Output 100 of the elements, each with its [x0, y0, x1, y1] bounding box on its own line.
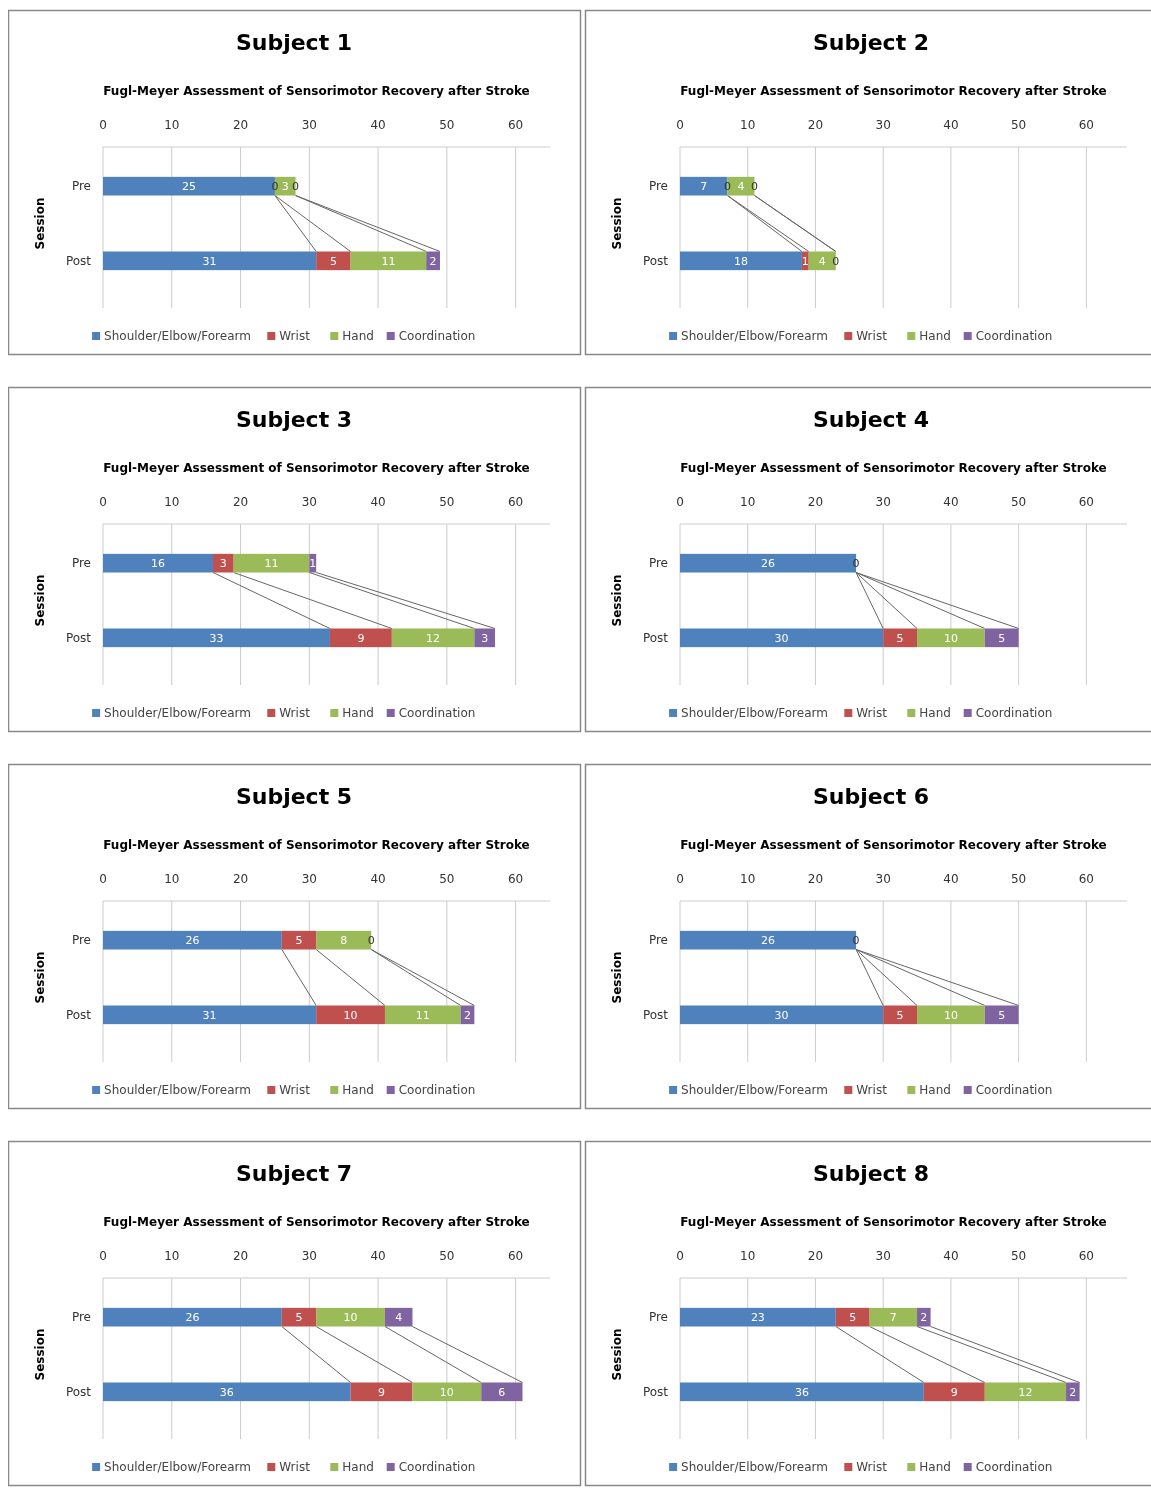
x-tick-label: 50 [1011, 872, 1027, 886]
x-tick-label: 30 [875, 1249, 891, 1263]
chart-title: Subject 5 [235, 784, 353, 809]
legend-label: Hand [919, 1083, 951, 1098]
y-tick-label: Post [642, 254, 669, 269]
x-tick-label: 20 [232, 1249, 249, 1263]
data-label: 25 [181, 180, 196, 194]
x-tick-label: 40 [943, 1249, 959, 1263]
bar [103, 553, 214, 573]
bar [984, 1382, 1067, 1402]
chart-subtitle: Fugl-Meyer Assessment of Sensorimotor Recovery after Stroke [103, 1215, 530, 1229]
data-label: 16 [151, 557, 166, 571]
x-tick-label: 30 [875, 495, 891, 509]
x-tick-label: 60 [1078, 495, 1094, 509]
x-tick-label: 50 [1011, 1249, 1027, 1263]
data-label: 12 [1018, 1385, 1033, 1399]
data-label: 5 [295, 1311, 303, 1325]
x-tick-label: 10 [740, 872, 756, 886]
x-tick-label: 20 [232, 495, 249, 509]
chart-subtitle: Fugl-Meyer Assessment of Sensorimotor Recovery after Stroke [103, 84, 530, 98]
chart-subtitle: Fugl-Meyer Assessment of Sensorimotor Recovery after Stroke [103, 461, 530, 475]
chart-subtitle: Fugl-Meyer Assessment of Sensorimotor Recovery after Stroke [680, 461, 1107, 475]
data-label: 11 [264, 557, 279, 571]
bar [281, 1307, 317, 1327]
legend-label: Shoulder/Elbow/Forearm [681, 329, 828, 344]
x-tick-label: 60 [507, 118, 524, 132]
bar [917, 1307, 931, 1327]
bar [680, 930, 857, 950]
x-tick-label: 20 [807, 872, 824, 886]
y-tick-label: Post [642, 1385, 669, 1400]
y-tick-label: Post [642, 1008, 669, 1023]
x-tick-label: 30 [875, 872, 891, 886]
data-label: 1 [801, 254, 809, 268]
y-tick-label: Pre [71, 556, 91, 571]
data-label: 36 [219, 1385, 234, 1399]
bar [917, 1005, 985, 1025]
data-label: 10 [343, 1311, 358, 1325]
data-label: 31 [202, 1008, 217, 1022]
data-label: 10 [439, 1385, 454, 1399]
x-tick-label: 40 [943, 118, 959, 132]
bar [103, 1005, 317, 1025]
bar [680, 1382, 924, 1402]
data-label: 9 [950, 1385, 958, 1399]
y-tick-label: Post [65, 1385, 92, 1400]
data-label: 8 [340, 934, 348, 948]
data-label: 6 [498, 1385, 506, 1399]
y-axis-title: Session [610, 197, 624, 250]
x-tick-label: 0 [676, 118, 684, 132]
x-tick-label: 0 [676, 872, 684, 886]
data-label: 0 [723, 180, 731, 194]
data-label: 4 [395, 1311, 403, 1325]
legend-label: Hand [342, 329, 374, 344]
x-tick-label: 20 [807, 1249, 824, 1263]
x-tick-label: 30 [301, 118, 317, 132]
data-label: 31 [202, 254, 217, 268]
chart-subtitle: Fugl-Meyer Assessment of Sensorimotor Recovery after Stroke [103, 838, 530, 852]
x-tick-label: 40 [943, 495, 959, 509]
legend-label: Shoulder/Elbow/Forearm [104, 1083, 251, 1098]
data-label: 2 [463, 1008, 471, 1022]
legend-label: Shoulder/Elbow/Forearm [104, 706, 251, 721]
x-tick-label: 0 [99, 495, 107, 509]
legend-label: Shoulder/Elbow/Forearm [681, 1083, 828, 1098]
bar [213, 553, 234, 573]
bar [923, 1382, 985, 1402]
data-label: 2 [920, 1311, 928, 1325]
data-label: 26 [185, 934, 200, 948]
legend-label: Wrist [856, 329, 888, 344]
data-label: 3 [281, 180, 289, 194]
data-label: 23 [750, 1311, 765, 1325]
data-label: 26 [761, 557, 776, 571]
chart-title: Subject 3 [235, 407, 353, 432]
x-tick-label: 50 [439, 872, 455, 886]
data-label: 18 [733, 254, 748, 268]
legend-label: Hand [342, 706, 374, 721]
y-tick-label: Pre [648, 933, 668, 948]
bar [680, 1307, 836, 1327]
legend-label: Shoulder/Elbow/Forearm [681, 1460, 828, 1475]
bar [481, 1382, 523, 1402]
legend-label: Coordination [398, 706, 476, 721]
bar [103, 1307, 282, 1327]
legend-label: Coordination [975, 706, 1053, 721]
chart-subtitle: Fugl-Meyer Assessment of Sensorimotor Recovery after Stroke [680, 838, 1107, 852]
x-tick-label: 10 [164, 872, 180, 886]
legend-label: Hand [919, 329, 951, 344]
legend-label: Hand [342, 1083, 374, 1098]
data-label: 2 [429, 254, 437, 268]
bar [384, 1005, 461, 1025]
chart-subtitle: Fugl-Meyer Assessment of Sensorimotor Recovery after Stroke [680, 1215, 1107, 1229]
data-label: 12 [426, 631, 441, 645]
legend-label: Coordination [398, 1083, 476, 1098]
data-label: 26 [761, 934, 776, 948]
legend-label: Wrist [279, 329, 311, 344]
bar [883, 1005, 918, 1025]
x-tick-label: 20 [232, 872, 249, 886]
bar [281, 930, 317, 950]
bar [316, 1005, 385, 1025]
data-label: 0 [292, 180, 300, 194]
x-tick-label: 10 [740, 495, 756, 509]
data-label: 10 [343, 1008, 358, 1022]
y-axis-title: Session [33, 574, 47, 627]
